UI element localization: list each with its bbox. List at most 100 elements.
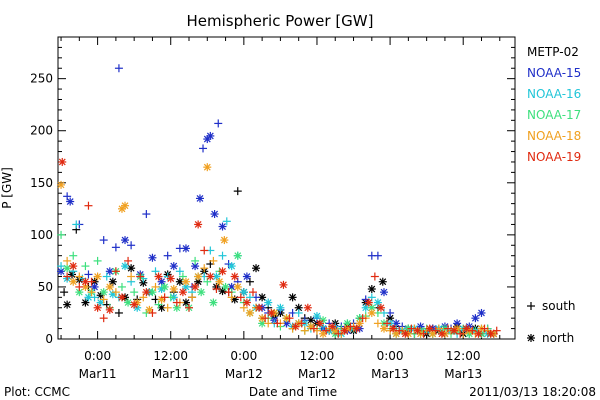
data-point [309, 324, 318, 333]
data-point [127, 264, 136, 273]
data-point [63, 272, 72, 281]
data-point [264, 298, 273, 307]
data-point [413, 326, 422, 335]
data-point [63, 300, 72, 309]
data-point [206, 272, 215, 281]
data-point [203, 163, 212, 172]
data-point [191, 262, 200, 271]
x-tick-date-label: Mar12 [298, 367, 336, 381]
data-point [230, 272, 239, 281]
series-layer [57, 64, 501, 338]
x-axis-label: Date and Time [249, 385, 337, 399]
data-point [212, 285, 221, 294]
data-point [75, 282, 84, 291]
x-tick-date-label: Mar13 [444, 367, 482, 381]
data-point [84, 201, 93, 210]
data-point [130, 288, 139, 297]
y-axis: P [GW] 0 50 100 150 200 250 [0, 46, 515, 346]
data-point [172, 303, 181, 312]
legend-entry: NOAA-17 [527, 108, 581, 122]
data-point [346, 322, 355, 331]
y-tick-label: 150 [30, 176, 53, 190]
data-point [175, 277, 184, 286]
data-point [373, 319, 382, 328]
data-point [121, 236, 130, 245]
data-point [322, 326, 331, 335]
data-point [222, 217, 231, 226]
data-point [379, 324, 388, 333]
data-point [224, 288, 233, 297]
data-point [303, 303, 312, 312]
data-point [462, 324, 471, 333]
data-point [160, 282, 169, 291]
data-point [58, 157, 67, 166]
data-point [121, 262, 130, 271]
x-tick-time-label: 0:00 [84, 349, 111, 363]
data-point [294, 303, 303, 312]
data-point [200, 246, 209, 255]
legend: METP-02 NOAA-15 NOAA-16 NOAA-17 NOAA-18 NOAA-… [527, 45, 581, 164]
data-point [197, 288, 206, 297]
data-point [267, 308, 276, 317]
data-point [60, 288, 69, 297]
data-point [63, 256, 72, 265]
data-point [99, 288, 108, 297]
data-point [69, 262, 78, 271]
footer-plot-credit: Plot: CCMC [4, 385, 70, 399]
data-point [154, 272, 163, 281]
data-point [468, 326, 477, 335]
data-point [367, 285, 376, 294]
data-point [124, 256, 133, 265]
data-point [264, 319, 273, 328]
data-point [210, 210, 219, 219]
data-point [181, 277, 190, 286]
data-point [379, 288, 388, 297]
x-tick-date-label: Mar11 [79, 367, 117, 381]
data-point [105, 282, 114, 291]
data-point [194, 272, 203, 281]
data-point [376, 303, 385, 312]
data-point [431, 326, 440, 335]
data-point [233, 251, 242, 260]
data-point [124, 298, 133, 307]
data-point [142, 288, 151, 297]
data-point [248, 288, 257, 297]
legend-entry: NOAA-19 [527, 150, 581, 164]
data-point [69, 277, 78, 286]
data-point [105, 267, 114, 276]
data-point [175, 267, 184, 276]
data-point [199, 144, 208, 153]
data-point [93, 256, 102, 265]
x-tick-date-label: Mar12 [225, 367, 263, 381]
data-point [401, 329, 410, 338]
y-tick-label: 100 [30, 228, 53, 242]
data-point [93, 272, 102, 281]
y-tick-label: 50 [38, 280, 53, 294]
data-point [163, 303, 172, 312]
data-point [220, 236, 229, 245]
data-point [209, 256, 218, 265]
data-point [276, 303, 285, 312]
data-point [214, 119, 223, 128]
data-point [294, 308, 303, 317]
data-point [181, 244, 190, 253]
data-point [185, 303, 194, 312]
data-point [63, 264, 72, 273]
data-point [328, 322, 337, 331]
legend-entry: NOAA-18 [527, 129, 581, 143]
data-point [340, 326, 349, 335]
y-tick-label: 250 [30, 72, 53, 86]
data-point [352, 324, 361, 333]
data-point [285, 314, 294, 323]
data-point [233, 282, 242, 291]
data-point [477, 308, 486, 317]
data-point [233, 187, 242, 196]
data-point [93, 303, 102, 312]
data-point [111, 288, 120, 297]
data-point [114, 308, 123, 317]
data-point [163, 251, 172, 260]
chart-title: Hemispheric Power [GW] [187, 12, 374, 30]
data-point [69, 251, 78, 260]
data-point [72, 220, 81, 229]
